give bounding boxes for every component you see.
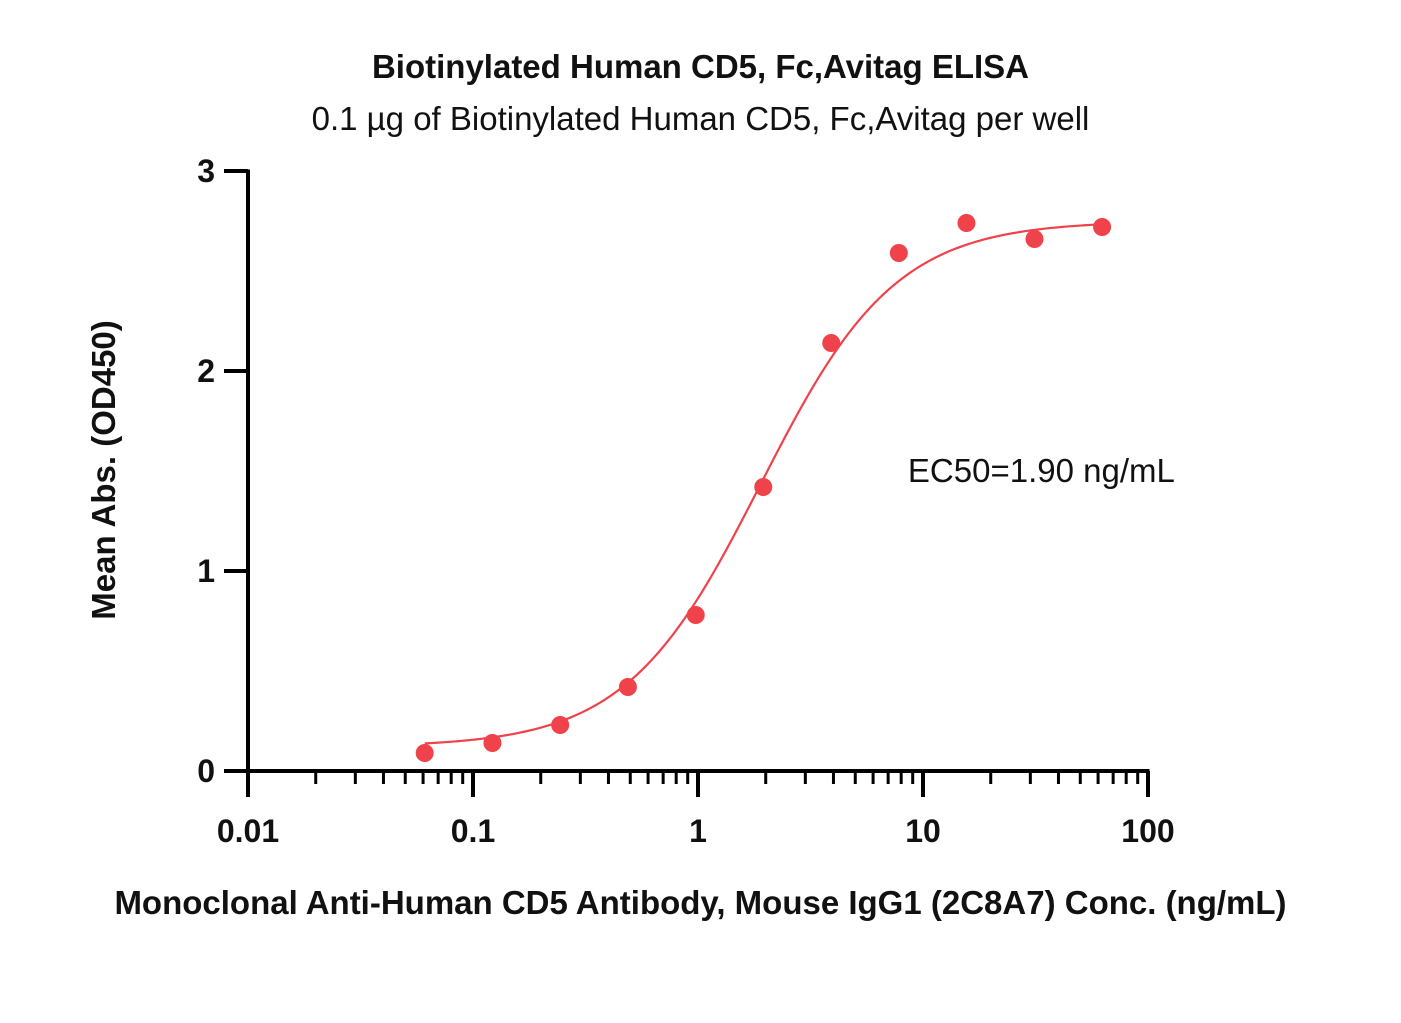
data-point bbox=[618, 678, 637, 696]
y-tick-label: 3 bbox=[197, 153, 215, 189]
y-tick-label: 0 bbox=[197, 753, 215, 789]
x-tick-label: 0.01 bbox=[217, 813, 279, 849]
axes: 0 1 2 3 0.01 0.1 1 10 100 bbox=[197, 153, 1174, 849]
data-point bbox=[1025, 230, 1044, 248]
x-tick-label: 1 bbox=[689, 813, 707, 849]
data-point bbox=[551, 716, 570, 734]
x-axis-label: Monoclonal Anti-Human CD5 Antibody, Mous… bbox=[114, 884, 1287, 921]
data-point bbox=[686, 606, 705, 624]
y-tick-label: 1 bbox=[197, 553, 215, 589]
ec50-annotation: EC50=1.90 ng/mL bbox=[908, 452, 1175, 489]
y-tick-label: 2 bbox=[197, 353, 215, 389]
x-tick-label: 0.1 bbox=[451, 813, 495, 849]
data-point bbox=[1093, 218, 1112, 236]
data-point bbox=[483, 734, 502, 752]
data-point bbox=[822, 334, 841, 352]
data-point bbox=[889, 244, 908, 262]
x-tick-label: 100 bbox=[1121, 813, 1174, 849]
annotations: EC50=1.90 ng/mL bbox=[908, 452, 1175, 489]
data-point bbox=[957, 214, 976, 232]
data-point bbox=[415, 744, 434, 762]
x-tick-label: 10 bbox=[905, 813, 941, 849]
data-points bbox=[415, 214, 1112, 762]
y-axis-label: Mean Abs. (OD450) bbox=[85, 320, 122, 620]
chart-subtitle: 0.1 µg of Biotinylated Human CD5, Fc,Avi… bbox=[311, 100, 1090, 137]
data-point bbox=[754, 478, 773, 496]
chart-title: Biotinylated Human CD5, Fc,Avitag ELISA bbox=[371, 48, 1030, 85]
